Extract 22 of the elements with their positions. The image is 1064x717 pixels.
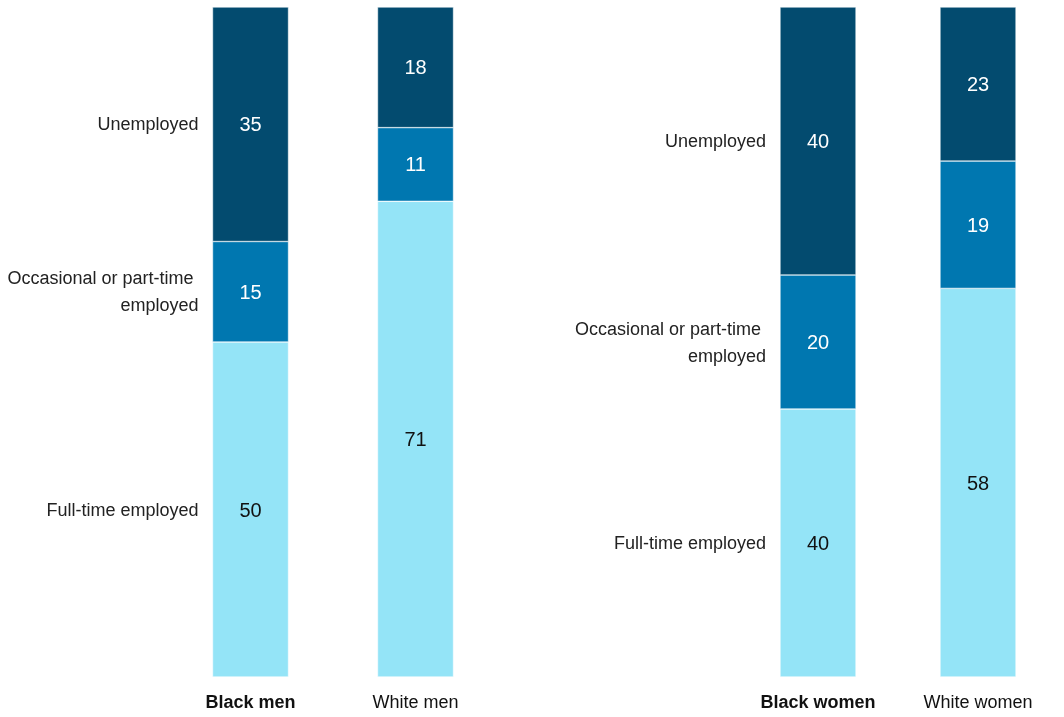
series-label: Occasional or part-time employed <box>574 318 766 366</box>
data-label: 35 <box>239 113 262 136</box>
data-label: 50 <box>239 498 262 521</box>
data-label: 20 <box>806 331 830 353</box>
x-tick-label: White women <box>923 692 1033 712</box>
data-label: 71 <box>404 428 427 451</box>
series-label: Occasional or part-time employed <box>7 268 199 316</box>
x-tick-label: Black men <box>205 692 296 712</box>
data-label: 40 <box>806 130 830 152</box>
data-label: 18 <box>404 56 427 79</box>
x-tick-label: Black women <box>760 692 876 712</box>
data-label: 15 <box>239 280 262 303</box>
data-label: 19 <box>966 213 990 236</box>
series-label: Full-time employed <box>46 499 199 520</box>
data-label: 11 <box>405 153 426 176</box>
series-label: Unemployed <box>664 131 766 151</box>
data-label: 58 <box>966 471 990 494</box>
data-label: 40 <box>806 532 830 554</box>
series-label: Unemployed <box>97 114 199 135</box>
x-tick-label: White men <box>372 692 459 712</box>
data-label: 23 <box>966 73 990 96</box>
series-label: Full-time employed <box>613 533 766 553</box>
